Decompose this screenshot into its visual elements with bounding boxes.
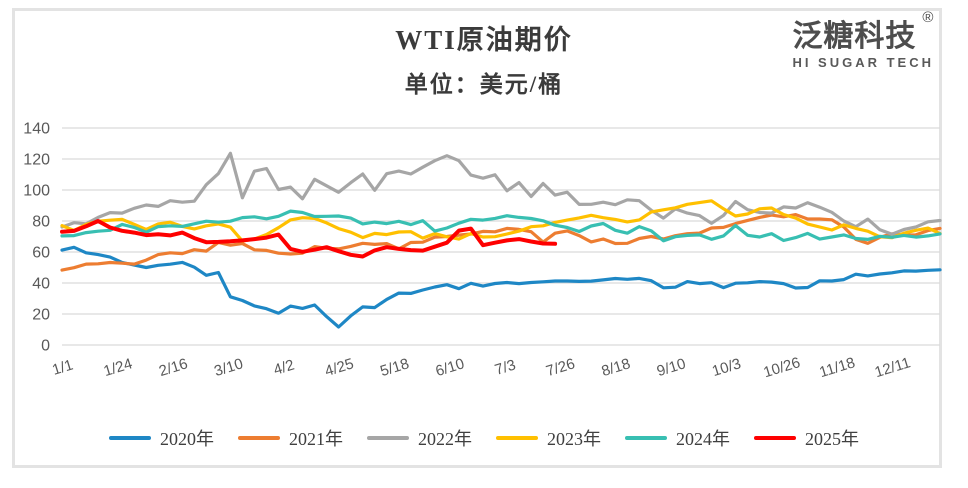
series-line-2025年 [60, 219, 558, 259]
line-chart-plot-area: 0 20 40 60 80 100 120 140 1/1 1/24 2/16 3/10 4/2 4/25… [23, 121, 942, 381]
series-line-2024年 [60, 209, 942, 243]
y-axis-tick-label: 0 [41, 338, 50, 355]
legend-item-2025年: 2025年 [754, 425, 859, 451]
x-axis-tick-label: 1/1 [50, 357, 75, 379]
legend-swatch [367, 436, 409, 440]
y-axis-tick-label: 140 [23, 121, 50, 138]
x-axis-tick-label: 1/24 [102, 355, 135, 380]
legend-label: 2020年 [160, 429, 214, 449]
x-axis-tick-label: 7/26 [544, 355, 577, 380]
registered-trademark-icon: ® [922, 9, 935, 26]
x-axis-tick-label: 8/18 [600, 355, 633, 380]
legend-item-2022年: 2022年 [367, 425, 472, 451]
legend-swatch [625, 436, 667, 440]
legend-swatch [496, 436, 538, 440]
series-line-2022年 [60, 151, 942, 236]
x-axis-tick-label: 4/25 [323, 355, 356, 380]
x-axis-tick-label: 12/11 [873, 354, 913, 381]
y-axis-tick-label: 100 [23, 183, 50, 200]
series-line-2021年 [60, 213, 942, 272]
series-line-2020年 [60, 245, 942, 329]
chart-legend: 2020年 2021年 2022年 2023年 2024年 2025年 [0, 425, 968, 451]
legend-label: 2023年 [547, 429, 601, 449]
legend-swatch [238, 436, 280, 440]
y-axis-tick-label: 40 [32, 276, 50, 293]
legend-swatch [109, 436, 151, 440]
legend-label: 2021年 [289, 429, 343, 449]
chart-title: WTI原油期价 [395, 25, 573, 55]
x-axis-tick-label: 2/16 [157, 355, 190, 380]
y-axis-tick-label: 20 [32, 307, 50, 324]
x-axis-tick-label: 4/2 [272, 357, 297, 379]
legend-item-2020年: 2020年 [109, 425, 214, 451]
x-axis-tick-label: 9/10 [655, 355, 688, 380]
y-axis-tick-label: 60 [32, 245, 50, 262]
x-axis-tick-label: 10/3 [710, 355, 743, 380]
x-axis-tick-label: 6/10 [434, 355, 467, 380]
legend-item-2024年: 2024年 [625, 425, 730, 451]
y-axis-tick-label: 80 [32, 214, 50, 231]
x-axis-tick-label: 11/18 [817, 354, 857, 381]
brand-logo: 泛糖科技 ® HI SUGAR TECH [792, 9, 935, 70]
legend-swatch [754, 436, 796, 440]
series-line-2023年 [60, 199, 942, 243]
chart-header: WTI原油期价 单位：美元/桶 [0, 18, 968, 99]
x-axis-tick-label: 7/3 [493, 357, 518, 379]
chart-unit-label: 单位：美元/桶 [404, 72, 564, 97]
legend-label: 2022年 [418, 429, 472, 449]
legend-label: 2025年 [805, 429, 859, 449]
legend-item-2023年: 2023年 [496, 425, 601, 451]
brand-logo-english: HI SUGAR TECH [792, 55, 934, 70]
brand-logo-chinese: 泛糖科技 ® [792, 9, 935, 53]
y-axis-tick-label: 120 [23, 152, 50, 169]
x-axis-tick-label: 3/10 [212, 355, 245, 380]
legend-item-2021年: 2021年 [238, 425, 343, 451]
x-axis-tick-label: 10/26 [761, 354, 802, 381]
x-axis-tick-label: 5/18 [378, 355, 411, 380]
legend-label: 2024年 [676, 429, 730, 449]
